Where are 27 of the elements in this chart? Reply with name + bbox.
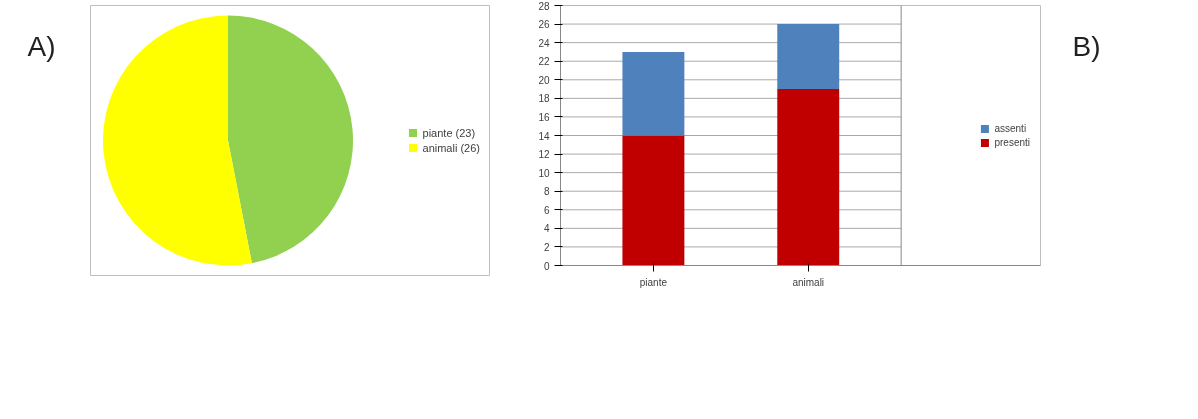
x-tick-label: piante (639, 276, 668, 288)
legend-label: assenti (994, 122, 1027, 134)
y-tick-label: 20 (538, 74, 550, 86)
y-tick-label: 6 (543, 204, 550, 216)
y-tick-label: 0 (543, 260, 550, 272)
bar (622, 135, 685, 266)
y-tick-label: 16 (538, 111, 550, 123)
legend-label: piante (23) (422, 126, 476, 139)
bar (622, 51, 685, 136)
y-tick-label: 22 (538, 56, 550, 68)
text: B) (1072, 30, 1101, 62)
bar (777, 24, 840, 90)
legend-label: presenti (994, 136, 1030, 148)
y-tick-label: 18 (538, 93, 550, 105)
text: A) (27, 30, 56, 62)
y-tick-label: 10 (538, 167, 550, 179)
y-tick-label: 12 (538, 149, 550, 161)
y-tick-label: 8 (543, 186, 550, 198)
y-tick-label: 26 (538, 19, 550, 31)
bar (777, 89, 840, 266)
y-tick-label: 2 (543, 241, 550, 253)
x-tick-label: animali (792, 276, 825, 288)
y-tick-label: 24 (538, 37, 550, 49)
y-tick-label: 28 (538, 0, 550, 12)
legend-label: animali (26) (422, 141, 480, 154)
y-tick-label: 14 (538, 130, 550, 142)
y-tick-label: 4 (543, 223, 550, 235)
